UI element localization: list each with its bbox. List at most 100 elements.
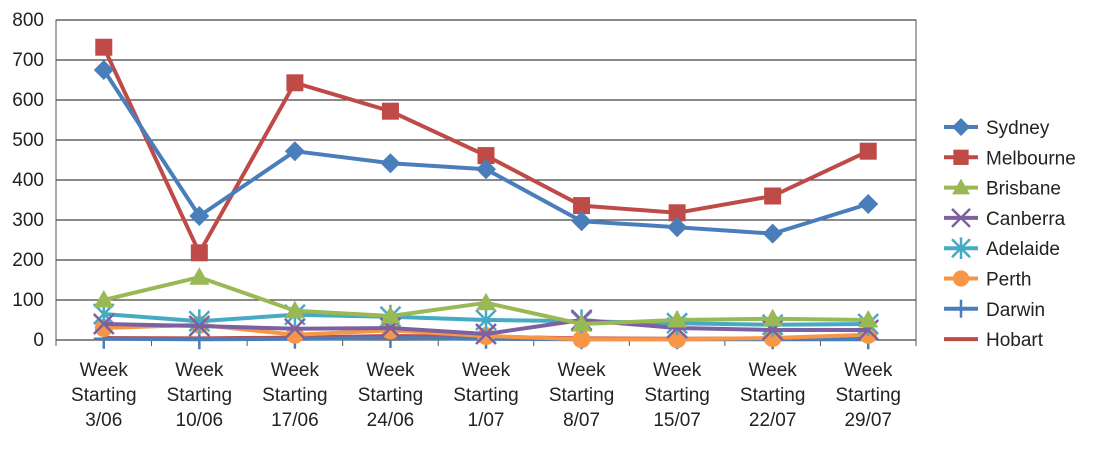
axis-layer: 0 100 200 300 400 500 600 700 800 Week Starting 3/0… [12,10,917,431]
data-point [477,147,495,165]
marker-square [764,187,782,205]
x-tick-label: Week Starting 24/06 [358,360,423,431]
marker-circle [381,321,400,340]
marker-diamond [93,60,114,80]
y-tick-label: 200 [12,250,44,271]
series-sydney [93,60,879,244]
marker-plus [952,299,970,318]
marker-square [953,149,969,165]
series-melbourne [95,38,877,262]
data-point [475,323,497,345]
marker-diamond [858,194,879,214]
marker-triangle [762,308,783,327]
legend-item-brisbane: Brisbane [944,178,1061,200]
marker-square [190,244,208,262]
data-point [189,267,210,285]
series-layer [92,38,880,350]
marker-triangle [380,306,401,324]
data-point [762,308,783,327]
x-tick-label: Week Starting 29/07 [835,360,900,431]
data-point [380,306,401,324]
data-point [188,315,211,337]
legend-item-sydney: Sydney [944,118,1050,139]
legend-label: Darwin [986,300,1045,321]
data-point [668,330,687,349]
y-tick-label: 100 [12,290,44,311]
y-tick-label: 0 [33,330,44,351]
data-point [284,300,305,319]
marker-square [95,38,113,56]
marker-triangle [189,267,210,285]
marker-diamond [189,206,210,226]
data-point [858,310,879,328]
x-tick-label: Week Starting 10/06 [167,360,232,431]
marker-circle [952,270,970,287]
legend-label: Perth [986,270,1031,291]
marker-diamond [762,223,783,244]
data-point [859,142,877,160]
data-point [92,313,115,335]
marker-x [188,315,211,337]
legend-label: Sydney [986,118,1050,139]
data-point [667,310,688,328]
marker-diamond [476,159,496,180]
grid-layer [55,19,917,341]
data-point [476,159,496,180]
y-tick-label: 800 [12,10,44,31]
data-point [858,194,879,214]
marker-triangle [284,300,305,319]
data-point [476,292,496,311]
marker-square [381,102,399,120]
marker-triangle [93,290,114,308]
data-point [571,314,592,332]
data-point [762,223,783,244]
y-tick-label: 300 [12,210,44,231]
legend-label: Adelaide [986,239,1060,260]
legend-label: Canberra [986,209,1066,230]
data-point [284,141,305,162]
data-point [764,187,782,205]
legend-item-hobart: Hobart [944,330,1044,351]
x-tick-label: Week Starting 8/07 [549,360,614,431]
marker-triangle [858,310,879,328]
x-tick-label: Week Starting 22/07 [740,360,805,431]
data-point [189,206,210,226]
data-point [668,204,686,222]
marker-diamond [667,217,688,238]
x-tick-label: Week Starting 1/07 [453,360,518,431]
y-tick-label: 400 [12,170,44,191]
y-tick-label: 600 [12,90,44,111]
marker-triangle [667,310,688,328]
marker-x [284,317,306,340]
marker-x [92,313,115,335]
data-point [93,290,114,308]
x-tick-label: Week Starting 15/07 [644,360,709,431]
marker-square [668,204,686,222]
marker-circle [668,330,687,349]
data-point [190,244,208,262]
legend-label: Brisbane [986,179,1061,200]
data-point [573,197,591,215]
marker-x [951,208,971,228]
legend-item-adelaide: Adelaide [944,237,1060,260]
legend-item-darwin: Darwin [944,300,1045,321]
data-point [572,330,591,349]
legend-item-melbourne: Melbourne [944,148,1076,169]
marker-square [477,147,495,165]
data-point [571,211,592,232]
marker-triangle [952,178,970,195]
legend-item-perth: Perth [944,270,1031,291]
data-point [284,317,306,340]
marker-asterisk [951,237,971,259]
data-point [381,321,400,340]
x-tick-label: Week Starting 3/06 [71,360,136,431]
marker-diamond [952,118,970,136]
marker-triangle [476,292,496,311]
marker-diamond [284,141,305,162]
marker-square [573,197,591,215]
y-tick-label: 500 [12,130,44,151]
series-brisbane [93,267,879,332]
y-tick-label: 700 [12,50,44,71]
marker-x [475,323,497,345]
